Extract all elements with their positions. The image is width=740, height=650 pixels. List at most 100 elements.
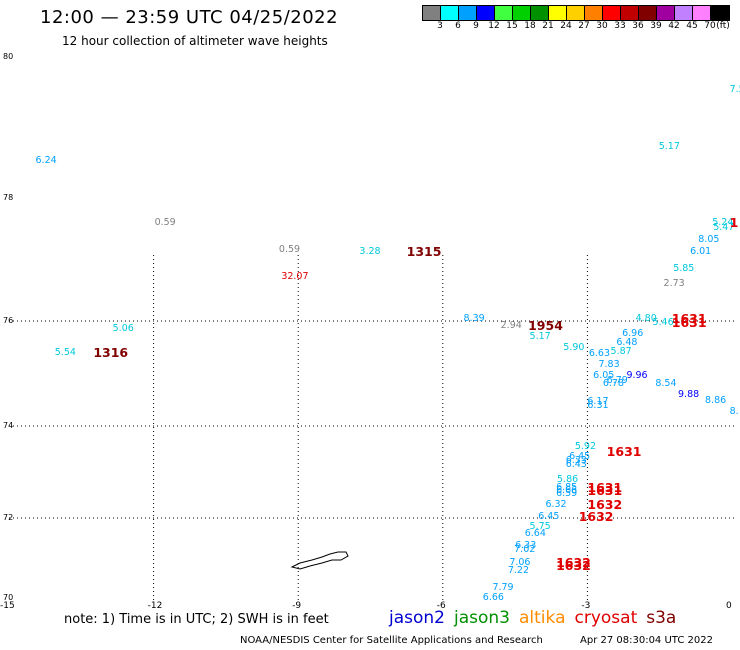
pass-time-label: 1632 <box>578 509 614 525</box>
colorbar-swatch <box>693 6 711 20</box>
colorbar-label: 12 <box>488 21 500 31</box>
wave-height-label: 6.63 <box>588 347 610 359</box>
pass-time-label: 1632 <box>556 558 591 574</box>
colorbar-label: 6 <box>455 21 461 31</box>
wave-height-label: 7.06 <box>509 556 531 568</box>
legend-item-s3a: s3a <box>646 608 677 628</box>
longitude-tick: -3 <box>581 601 591 611</box>
legend-item-cryosat: cryosat <box>574 608 638 628</box>
colorbar-labels: 3 6 9 12 15 18 21 24 27 30 33 36 39 42 45 70 (ft) <box>422 21 740 33</box>
wave-height-label: 8.86 <box>705 395 727 407</box>
colorbar-swatch <box>423 6 441 20</box>
colorbar-label: 21 <box>542 21 554 31</box>
wave-height-label: 6.66 <box>556 484 578 496</box>
wave-height-label: 6.01 <box>690 246 712 258</box>
colorbar-swatch <box>621 6 639 20</box>
legend-item-jason2: jason2 <box>389 608 445 628</box>
wave-height-label: 6.78 <box>602 378 624 389</box>
wave-height-label: 6.05 <box>593 369 615 381</box>
colorbar-label: 39 <box>650 21 662 31</box>
wave-height-label: 8.05 <box>698 233 720 245</box>
colorbar-swatch <box>549 6 567 20</box>
colorbar-swatch <box>477 6 495 20</box>
wave-height-label: 6.96 <box>622 327 644 339</box>
colorbar-label: 30 <box>596 21 608 31</box>
wave-height-label: 6.33 <box>515 540 537 551</box>
latitude-tick: 72 <box>3 513 14 522</box>
pass-time-label: 1631 <box>671 310 707 326</box>
longitude-tick: -15 <box>0 601 15 611</box>
wave-height-label: 6.45 <box>569 450 591 462</box>
wave-height-label: 6.59 <box>556 488 578 500</box>
wave-height-label: 6.66 <box>482 592 504 603</box>
colorbar-swatch <box>711 6 729 20</box>
pass-time-label: 1631 <box>587 482 623 498</box>
latitude-tick: 76 <box>3 316 14 325</box>
wave-height-label: 6.33 <box>565 455 587 467</box>
wave-height-label: 9.96 <box>626 369 648 381</box>
longitude-tick: -12 <box>147 601 163 611</box>
wave-height-label: 6.43 <box>565 458 587 470</box>
wave-height-label: 6.31 <box>587 399 609 411</box>
wave-height-label: 6.45 <box>538 511 560 523</box>
wave-height-label: 5.85 <box>673 262 695 274</box>
colorbar-label: 15 <box>506 21 518 31</box>
colorbar-swatch <box>495 6 513 20</box>
colorbar-label: 70 <box>704 21 716 31</box>
wave-height-label: 7.83 <box>598 359 620 371</box>
wave-height-label: 6.79 <box>606 374 628 386</box>
pass-time-label: 1315 <box>406 244 442 260</box>
wave-height-label: 6.17 <box>587 396 609 408</box>
latitude-tick: 74 <box>3 421 14 430</box>
pass-time-label: 1954 <box>528 317 563 333</box>
graticule <box>9 255 737 600</box>
colorbar-swatch <box>567 6 585 20</box>
wave-height-colorbar <box>422 5 730 21</box>
pass-time-label: 1631 <box>671 314 707 330</box>
wave-height-label: 3.28 <box>359 246 381 258</box>
wave-height-label: 6.64 <box>524 528 546 540</box>
wave-height-label: 5.87 <box>610 345 632 357</box>
colorbar-swatch <box>603 6 621 20</box>
wave-height-label: 2.73 <box>663 278 685 290</box>
wave-height-label: 5.92 <box>574 440 597 452</box>
colorbar-label: 33 <box>614 21 626 31</box>
wave-height-label: 6.85 <box>556 481 578 493</box>
wave-height-label: 8.54 <box>655 378 677 389</box>
latitude-tick: 78 <box>3 193 14 202</box>
units-note: note: 1) Time is in UTC; 2) SWH is in fe… <box>64 612 329 627</box>
longitude-tick: -6 <box>436 601 446 611</box>
pass-time-label: 1631 <box>606 443 642 459</box>
wave-height-label: 6.48 <box>616 337 638 349</box>
wave-height-label: 32.07 <box>281 270 309 282</box>
pass-time-label: 1316 <box>93 344 129 360</box>
wave-height-label: 7.02 <box>514 544 536 555</box>
wave-height-label: 5.06 <box>112 322 134 334</box>
wave-height-label: 4.80 <box>635 312 657 324</box>
pass-time-label: 1 <box>729 214 739 230</box>
longitude-tick: 0 <box>726 601 732 611</box>
wave-height-label: 6.24 <box>35 154 57 166</box>
wave-height-label: 7.22 <box>507 564 530 576</box>
wave-height-label: 8. <box>729 405 739 417</box>
chart-title: 12:00 — 23:59 UTC 04/25/2022 <box>40 7 339 28</box>
wave-height-label: 0.59 <box>154 216 176 228</box>
wave-height-label: 6.32 <box>545 498 567 510</box>
wave-height-label: 5.46 <box>652 316 674 328</box>
colorbar-label: 3 <box>437 21 443 31</box>
pass-time-label: 1632 <box>556 554 591 570</box>
wave-height-label: 7.79 <box>492 582 514 593</box>
wave-height-label: 5.17 <box>658 141 680 153</box>
wave-height-label: 8.39 <box>463 312 485 324</box>
colorbar-swatch <box>513 6 531 20</box>
colorbar-swatch <box>675 6 693 20</box>
colorbar-swatch <box>441 6 459 20</box>
pass-time-label: 1631 <box>587 479 623 495</box>
wave-height-label: 2.94 <box>500 319 522 331</box>
wave-height-label: 5.90 <box>563 341 585 353</box>
wave-height-label: 5.17 <box>529 331 551 343</box>
colorbar-swatch <box>585 6 603 20</box>
colorbar-label: 36 <box>632 21 644 31</box>
colorbar-label: 45 <box>686 21 698 31</box>
wave-height-label: 5.47 <box>713 221 735 233</box>
